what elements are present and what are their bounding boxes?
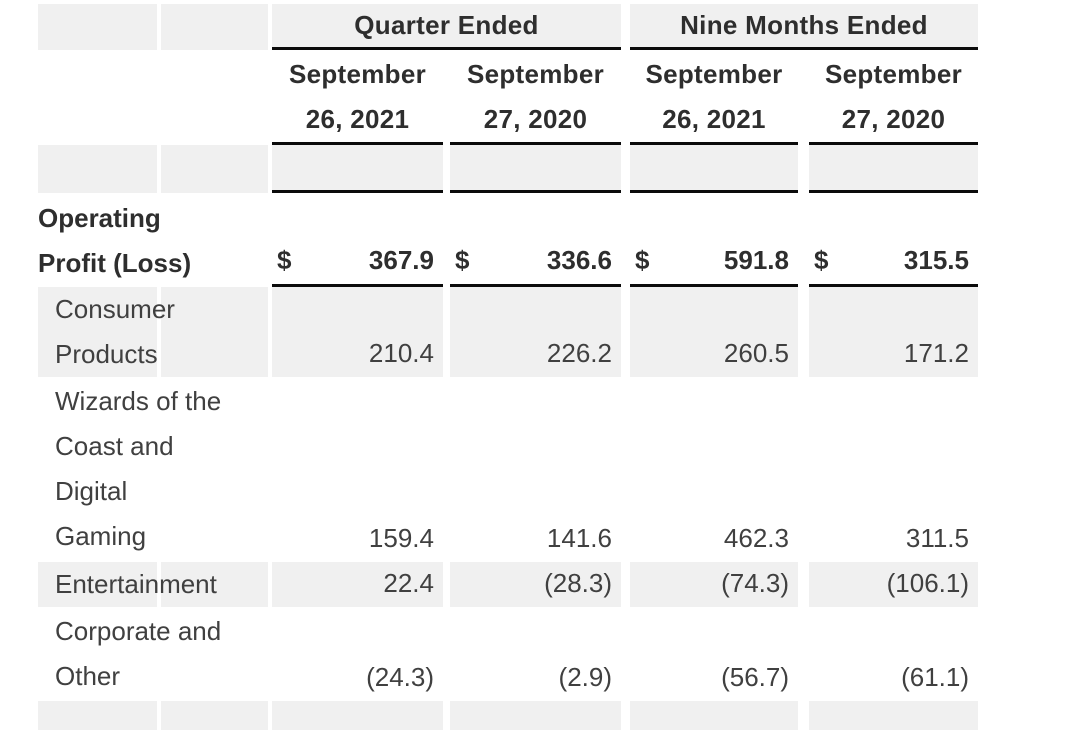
value: 591.8: [723, 245, 789, 275]
col-gap: [621, 607, 630, 701]
value-cell: (24.3): [366, 662, 434, 692]
table-row-entertainment: 22.4 (28.3) (74.3) (106.1) Entertainment: [38, 562, 978, 607]
spacer-cell: [809, 701, 978, 730]
label-col-b-spacer: [161, 701, 268, 730]
spacer-cell: [450, 701, 621, 730]
table-row-operating-profit: $ 367.9 $ 336.6 $ 591.8 $ 315.5 Operatin…: [38, 193, 978, 287]
spacer-cell: [630, 145, 798, 193]
value-cell: 226.2: [450, 287, 621, 377]
col-gap: [443, 607, 450, 701]
table-row-bottom-spacer: [38, 701, 978, 730]
col-gap: [798, 607, 809, 701]
group-header-nine-months-ended: Nine Months Ended: [630, 4, 978, 50]
col-gap: [798, 193, 809, 287]
currency-symbol: $: [635, 245, 650, 275]
value-cell: $ 367.9: [272, 193, 443, 287]
table-row-group-headers: Quarter Ended Nine Months Ended: [38, 4, 978, 50]
label-col-a-spacer: [38, 145, 157, 193]
col-gap: [621, 145, 630, 193]
value-cell: 210.4: [272, 287, 443, 377]
segment-results-table: Quarter Ended Nine Months Ended Septembe…: [38, 4, 978, 730]
value-cell: 311.5: [905, 523, 969, 553]
date-header-q-2021: September 26, 2021: [272, 50, 443, 145]
col-gap: [443, 377, 450, 562]
value-cell: 22.4: [272, 562, 443, 607]
spacer-cell: [450, 145, 621, 193]
value-cell: 462.3: [723, 523, 789, 553]
col-gap: [443, 287, 450, 377]
value-cell: (28.3): [450, 562, 621, 607]
value-cell: 141.6: [546, 523, 612, 553]
date-header-nm-2021: September 26, 2021: [630, 50, 798, 145]
date-header-nm-2020: September 27, 2020: [809, 50, 978, 145]
value-cell: 171.2: [809, 287, 978, 377]
table-row-date-headers: September 26, 2021 September 27, 2020 Se…: [38, 50, 978, 145]
value-cell: $ 336.6: [450, 193, 621, 287]
col-gap: [443, 193, 450, 287]
col-gap: [621, 562, 630, 607]
value-cell: (106.1): [809, 562, 978, 607]
value: 336.6: [546, 245, 612, 275]
label-col-a-spacer: [38, 287, 157, 377]
label-col-a-spacer: [38, 701, 157, 730]
currency-symbol: $: [814, 245, 829, 275]
value-cell: (56.7): [721, 662, 789, 692]
spacer-cell: [272, 145, 443, 193]
table-row-wizards-digital-gaming: 159.4 141.6 462.3 311.5 Wizards of the C…: [38, 377, 978, 562]
value-cell: (61.1): [901, 662, 969, 692]
value-cell: $ 315.5: [809, 193, 978, 287]
label-col-a-spacer: [38, 4, 157, 50]
spacer-cell: [272, 701, 443, 730]
date-header-q-2020: September 27, 2020: [450, 50, 621, 145]
currency-symbol: $: [455, 245, 470, 275]
label-col-b-spacer: [161, 287, 268, 377]
col-gap: [798, 377, 809, 562]
col-gap: [798, 287, 809, 377]
label-col-b-spacer: [161, 562, 268, 607]
row-label-wizards-of-the-coast-and-digital-gaming: Wizards of the Coast and Digital Gaming: [55, 386, 222, 551]
label-col-b-spacer: [161, 50, 268, 145]
value-cell: 159.4: [368, 523, 434, 553]
col-gap: [798, 50, 809, 145]
col-gap: [621, 287, 630, 377]
label-col-b-spacer: [161, 4, 268, 50]
label-col-b-spacer: [161, 145, 268, 193]
spacer-cell: [630, 701, 798, 730]
col-gap: [621, 193, 630, 287]
label-col-a-spacer: [38, 50, 157, 145]
label-col-a-spacer: [38, 562, 157, 607]
value-cell: (74.3): [630, 562, 798, 607]
col-gap: [621, 4, 630, 50]
spacer-cell: [809, 145, 978, 193]
col-gap: [798, 701, 809, 730]
value: 315.5: [903, 245, 969, 275]
value-cell: (2.9): [558, 662, 612, 692]
table-row-corporate-and-other: (24.3) (2.9) (56.7) (61.1) Corporate and…: [38, 607, 978, 701]
col-gap: [443, 562, 450, 607]
col-gap: [443, 701, 450, 730]
col-gap: [621, 50, 630, 145]
row-label-operating-profit-loss: Operating Profit (Loss): [38, 203, 192, 278]
col-gap: [621, 377, 630, 562]
col-gap: [443, 50, 450, 145]
group-header-quarter-ended: Quarter Ended: [272, 4, 621, 50]
value: 367.9: [368, 245, 434, 275]
table-row-consumer-products: 210.4 226.2 260.5 171.2 Consumer Product…: [38, 287, 978, 377]
col-gap: [621, 701, 630, 730]
col-gap: [798, 145, 809, 193]
row-label-corporate-and-other: Corporate and Other: [55, 616, 222, 691]
row-label-entertainment: Entertainment: [55, 569, 217, 599]
col-gap: [443, 145, 450, 193]
col-gap: [798, 562, 809, 607]
value-cell: 260.5: [630, 287, 798, 377]
currency-symbol: $: [277, 245, 292, 275]
row-label-consumer-products: Consumer Products: [55, 294, 175, 369]
table-row-spacer: [38, 145, 978, 193]
value-cell: $ 591.8: [630, 193, 798, 287]
